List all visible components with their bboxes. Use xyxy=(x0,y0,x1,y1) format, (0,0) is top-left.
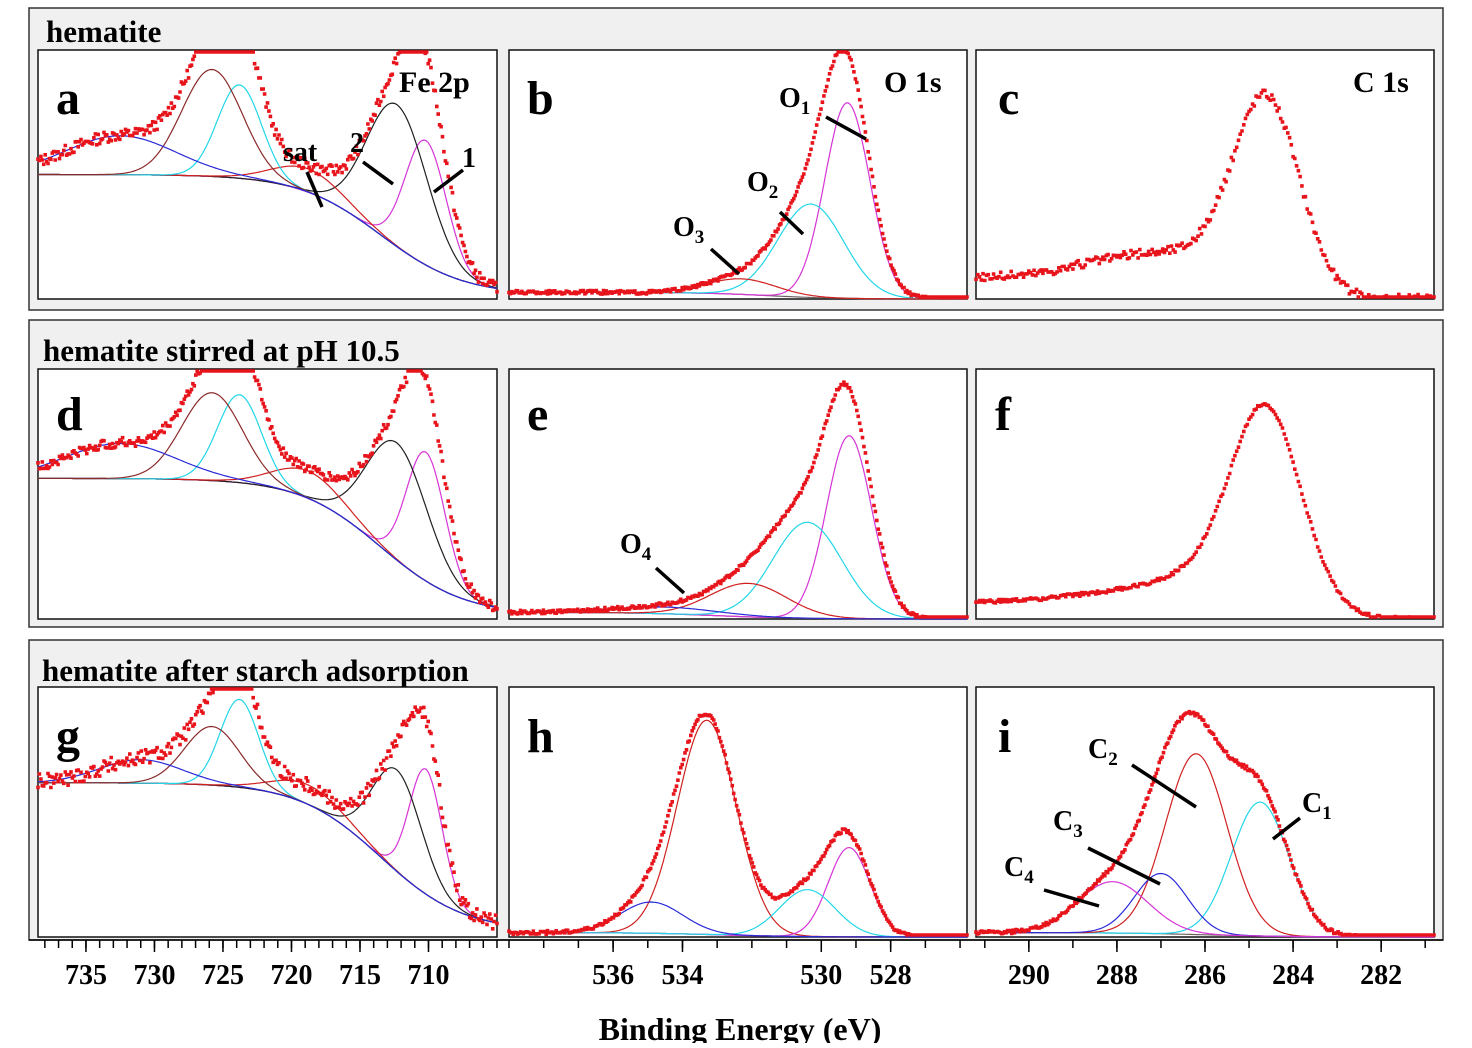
row-title-stirred: hematite stirred at pH 10.5 xyxy=(43,333,400,368)
panel-e xyxy=(507,368,969,620)
tick-label-o-534: 534 xyxy=(661,960,703,991)
tick-label-c-282: 282 xyxy=(1360,960,1402,991)
label-peak-2: 2 xyxy=(350,128,364,159)
leader-sat xyxy=(305,171,324,208)
panel-b xyxy=(507,49,969,300)
component-d-6 xyxy=(37,442,498,609)
tick-label-fe-710: 710 xyxy=(407,960,449,991)
leader-o2 xyxy=(778,210,805,236)
tick-label-fe-720: 720 xyxy=(270,960,312,991)
panel-letter-c: c xyxy=(998,72,1019,125)
data-points-d xyxy=(36,369,499,613)
tick-label-o-530: 530 xyxy=(800,960,842,991)
tick-label-c-284: 284 xyxy=(1272,960,1314,991)
panel-letter-f: f xyxy=(995,388,1012,441)
tick-label-fe-725: 725 xyxy=(202,960,244,991)
label-o4: O4 xyxy=(620,529,652,565)
panel-frame-g xyxy=(37,686,498,938)
panel-i xyxy=(974,686,1436,938)
tick-label-fe-715: 715 xyxy=(339,960,381,991)
leader-o1 xyxy=(825,115,867,141)
region-label-a: Fe 2p xyxy=(399,66,470,99)
panel-letter-i: i xyxy=(998,710,1011,763)
tick-label-o-528: 528 xyxy=(870,960,912,991)
label-c3: C3 xyxy=(1053,806,1083,842)
x-axis-title: Binding Energy (eV) xyxy=(599,1011,882,1043)
panel-letter-d: d xyxy=(56,388,83,441)
tick-label-fe-735: 735 xyxy=(65,960,107,991)
leader-o3 xyxy=(709,247,741,276)
label-c1: C1 xyxy=(1302,788,1332,824)
tick-label-c-290: 290 xyxy=(1008,960,1050,991)
leader-c1 xyxy=(1271,816,1302,841)
region-label-b: O 1s xyxy=(884,66,942,99)
leader-c4 xyxy=(1043,888,1100,908)
row-title-hematite: hematite xyxy=(46,14,161,49)
panel-d xyxy=(36,368,499,620)
row-title-starch: hematite after starch adsorption xyxy=(42,653,469,688)
leader-c2 xyxy=(1131,763,1197,809)
panel-f xyxy=(974,368,1436,620)
panel-letter-a: a xyxy=(56,72,80,125)
panel-letter-g: g xyxy=(56,710,80,763)
panel-c xyxy=(974,49,1436,300)
tick-label-c-288: 288 xyxy=(1096,960,1138,991)
label-sat: sat xyxy=(283,137,318,168)
data-points-e xyxy=(507,380,969,619)
component-a-6 xyxy=(37,135,498,289)
panel-frame-d xyxy=(37,368,498,620)
label-peak-1: 1 xyxy=(462,143,476,174)
panel-frame-e xyxy=(508,368,968,620)
label-o3: O3 xyxy=(673,212,704,248)
leader-c3 xyxy=(1087,846,1161,886)
panel-letter-e: e xyxy=(527,388,548,441)
panel-letter-h: h xyxy=(527,710,554,763)
label-c4: C4 xyxy=(1004,852,1034,888)
tick-label-o-536: 536 xyxy=(592,960,634,991)
panel-letter-b: b xyxy=(527,72,554,125)
tick-label-c-286: 286 xyxy=(1184,960,1226,991)
label-o2: O2 xyxy=(747,167,778,203)
leader-peak-2 xyxy=(361,160,395,186)
panel-h xyxy=(507,686,969,938)
label-c2: C2 xyxy=(1088,734,1118,770)
panel-frame-c xyxy=(975,49,1435,300)
leader-peak-1 xyxy=(432,168,465,194)
panel-frame-i xyxy=(975,686,1435,938)
panel-frame-f xyxy=(975,368,1435,620)
label-o1: O1 xyxy=(779,83,810,119)
leader-o4 xyxy=(654,566,686,595)
tick-label-fe-730: 730 xyxy=(133,960,175,991)
panel-g xyxy=(36,686,499,938)
panel-a xyxy=(36,49,499,300)
region-label-c: C 1s xyxy=(1353,66,1409,99)
